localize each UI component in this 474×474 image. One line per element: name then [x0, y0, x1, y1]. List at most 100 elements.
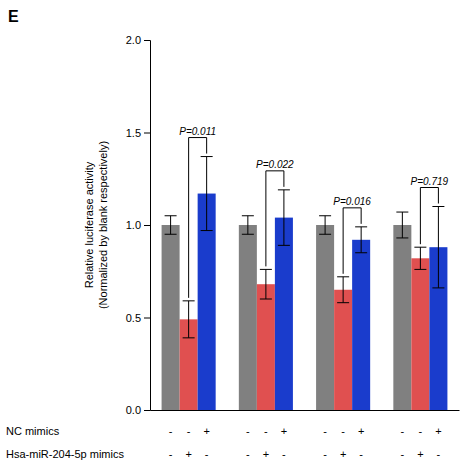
- tick-mark: [144, 410, 150, 411]
- bar: [352, 240, 370, 410]
- error-line: [420, 247, 421, 269]
- row-mark: +: [435, 425, 441, 437]
- error-cap: [260, 269, 272, 270]
- error-cap: [260, 299, 272, 300]
- row-mark: -: [323, 425, 327, 437]
- error-bar: [242, 216, 254, 235]
- error-cap: [242, 234, 254, 235]
- error-bar: [183, 301, 195, 338]
- error-bar: [414, 247, 426, 269]
- tick-mark: [144, 40, 150, 41]
- row-title: NC mimics: [6, 425, 60, 437]
- axis-line: [151, 410, 460, 411]
- y-axis: 0.0 0.5 1.0 1.5 2.0: [126, 34, 151, 416]
- error-line: [361, 227, 362, 253]
- bar: [393, 225, 411, 410]
- row-mark: -: [282, 448, 286, 460]
- tick-label: 0.0: [126, 404, 141, 416]
- error-bar: [165, 216, 177, 235]
- row-mark: +: [417, 448, 423, 460]
- error-line: [206, 157, 207, 231]
- error-bar: [432, 207, 444, 288]
- error-cap: [355, 226, 367, 227]
- title: E: [8, 8, 19, 25]
- bracket: [343, 208, 361, 274]
- error-cap: [414, 247, 426, 248]
- axis-line: [144, 41, 151, 411]
- error-cap: [319, 234, 331, 235]
- row-mark: -: [187, 425, 191, 437]
- error-line: [283, 190, 284, 246]
- error-line: [247, 216, 248, 235]
- plot: 0.0 0.5 1.0 1.5 2.0 P=0.011P=0.022P=0.016P=0.…: [126, 34, 460, 416]
- error-cap: [165, 215, 177, 216]
- error-cap: [355, 252, 367, 253]
- tick-label: 1.5: [126, 127, 141, 139]
- bar: [334, 290, 352, 410]
- tick-label: 2.0: [126, 34, 141, 46]
- bar: [162, 225, 180, 410]
- error-bar: [278, 190, 290, 246]
- tick: 1.5: [126, 127, 150, 139]
- p-value: P=0.011: [179, 126, 216, 137]
- tick: 0.0: [126, 404, 150, 416]
- bracket: [189, 138, 207, 298]
- error-line: [170, 216, 171, 235]
- row-mark: +: [203, 425, 209, 437]
- row-mark: +: [340, 448, 346, 460]
- error-cap: [414, 269, 426, 270]
- chart: 0.0 0.5 1.0 1.5 2.0 P=0.011P=0.022P=0.016P=0.…: [0, 0, 474, 474]
- marks: [162, 157, 448, 410]
- row-title: Hsa-miR-204-5p mimics: [6, 448, 124, 460]
- error-line: [265, 269, 266, 299]
- row-mark: -: [401, 425, 405, 437]
- row-mark: -: [246, 448, 250, 460]
- error-cap: [278, 189, 290, 190]
- y-label: Relative luciferase activity(Normalized …: [83, 141, 108, 309]
- row-mark: -: [264, 425, 268, 437]
- bracket: [420, 188, 438, 245]
- row-labels: NC mimics--+--+--+--+Hsa-miR-204-5p mimi…: [6, 425, 442, 460]
- p-value: P=0.016: [333, 196, 371, 207]
- bar: [239, 225, 257, 410]
- error-cap: [396, 237, 408, 238]
- tick-mark: [144, 133, 150, 134]
- bar: [411, 258, 429, 410]
- annotations: P=0.011P=0.022P=0.016P=0.719: [179, 126, 448, 298]
- error-cap: [165, 234, 177, 235]
- error-cap: [201, 156, 213, 157]
- tick-label: 0.5: [126, 312, 141, 324]
- error-cap: [183, 300, 195, 301]
- error-bar: [319, 216, 331, 235]
- row-mark: +: [358, 425, 364, 437]
- tick-mark: [144, 225, 150, 226]
- error-cap: [183, 337, 195, 338]
- row-mark: -: [246, 425, 250, 437]
- tick-label: 1.0: [126, 219, 141, 231]
- error-line: [343, 277, 344, 303]
- bar: [257, 284, 275, 410]
- error-cap: [201, 230, 213, 231]
- error-line: [438, 207, 439, 288]
- tick: 1.0: [126, 219, 150, 231]
- row-mark: -: [359, 448, 363, 460]
- row-mark: -: [205, 448, 209, 460]
- error-cap: [242, 215, 254, 216]
- error-bar: [355, 227, 367, 253]
- error-bar: [337, 277, 349, 303]
- row-mark: +: [263, 448, 269, 460]
- error-cap: [319, 215, 331, 216]
- error-cap: [396, 212, 408, 213]
- row-mark: -: [401, 448, 405, 460]
- row-mark: +: [281, 425, 287, 437]
- error-cap: [432, 206, 444, 207]
- error-line: [188, 301, 189, 338]
- error-cap: [278, 245, 290, 246]
- bar: [275, 218, 293, 410]
- row-mark: -: [341, 425, 345, 437]
- row-mark: -: [437, 448, 441, 460]
- row-mark: -: [419, 425, 423, 437]
- error-line: [325, 216, 326, 235]
- tick: 2.0: [126, 34, 150, 46]
- row-mark: -: [169, 448, 173, 460]
